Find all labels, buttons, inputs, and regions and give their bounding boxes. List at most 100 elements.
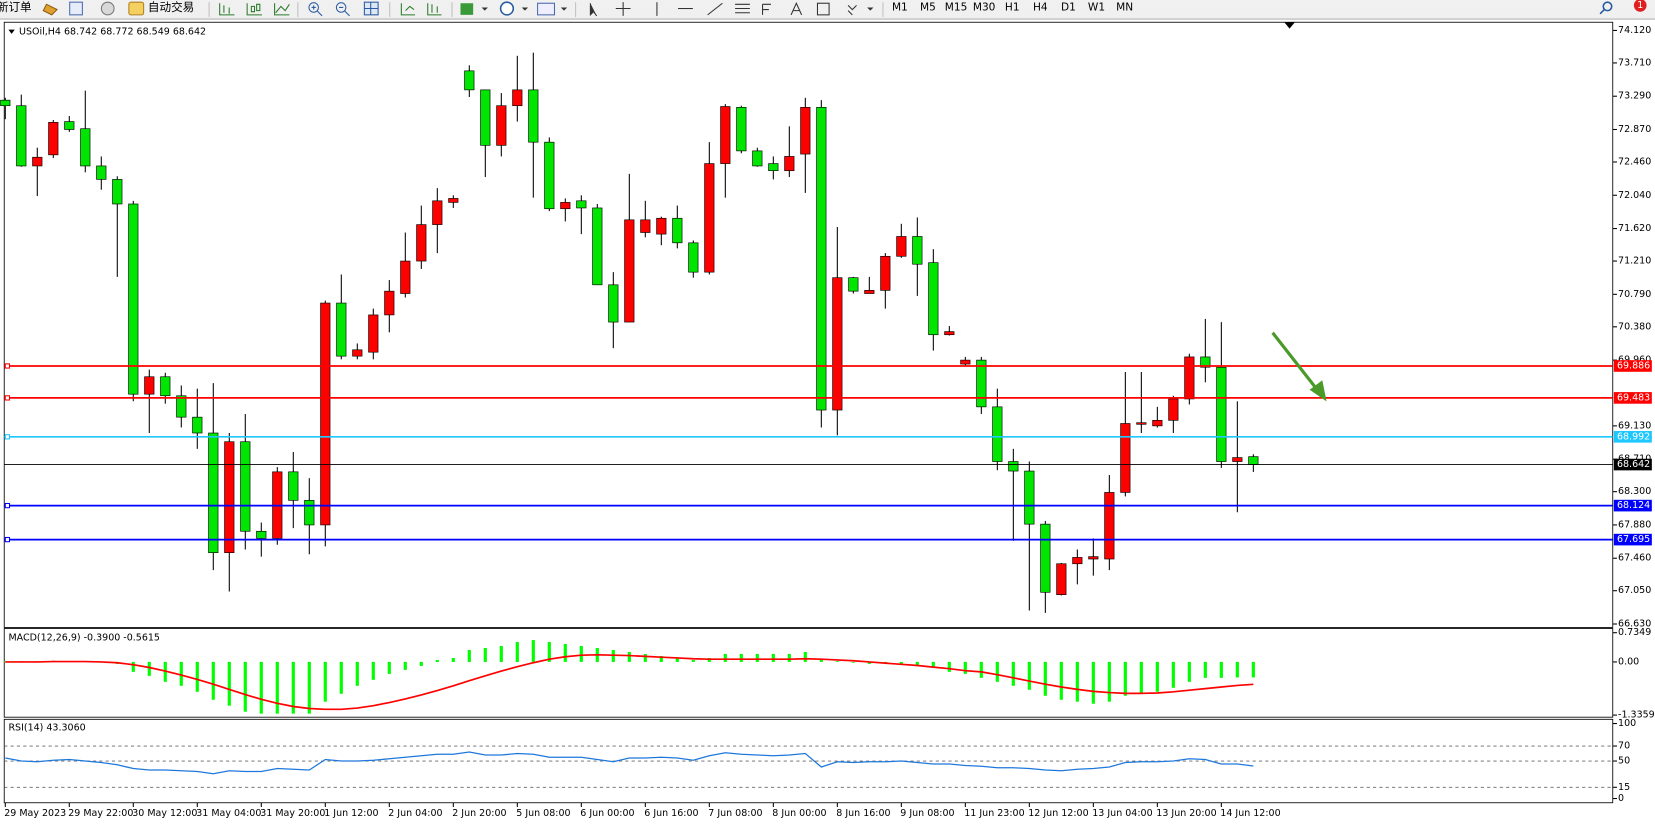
y-tick-label: 71.620 [1618, 223, 1651, 234]
chart-header: USOil,H4 68.742 68.772 68.549 68.642 [19, 26, 206, 37]
timeframe-button[interactable]: M5 [920, 1, 936, 13]
price-tag-label: 68.992 [1617, 431, 1650, 442]
dropdown[interactable] [560, 7, 568, 11]
zoom-icons[interactable] [308, 1, 379, 17]
macd-bar [787, 653, 791, 662]
icon[interactable] [69, 1, 83, 16]
candle-body [1040, 523, 1051, 593]
x-tick-label: 13 Jun 04:00 [1092, 808, 1152, 819]
x-tick-label: 29 May 22:00 [68, 808, 133, 819]
template-icon[interactable] [537, 2, 556, 16]
line-anchor[interactable] [4, 536, 11, 543]
candle-body [416, 224, 427, 262]
new-order-button[interactable]: 新订单 [0, 0, 32, 14]
x-tick-label: 6 Jun 00:00 [580, 808, 634, 819]
candle-body [1200, 356, 1211, 368]
macd-bar [819, 659, 823, 662]
line-anchor[interactable] [4, 502, 11, 509]
dropdown[interactable] [481, 7, 488, 11]
macd-bar [483, 648, 487, 662]
indicators-icon[interactable] [460, 3, 474, 15]
candle-body [864, 290, 875, 294]
last-open: 68.742 [64, 26, 97, 37]
price-tag-label: 68.642 [1617, 459, 1650, 470]
rsi-chart: 100 70 50 150 [4, 718, 1636, 804]
timeframe-button[interactable]: M30 [973, 1, 996, 13]
price-chart: 74.120 73.710 73.290 72.870 72.460 72.040 71.6… [0, 25, 1652, 629]
drawing-tools[interactable] [589, 1, 857, 17]
x-tick-label: 31 May 20:00 [260, 808, 325, 819]
last-low: 68.549 [137, 26, 170, 37]
x-tick-label: 13 Jun 20:00 [1156, 808, 1216, 819]
candle-body [32, 156, 43, 167]
candle-body [160, 376, 171, 397]
candle-body [784, 156, 795, 172]
chart-type-icons[interactable] [219, 3, 290, 16]
line-anchor[interactable] [4, 434, 11, 440]
price-tag [1613, 360, 1652, 372]
timeframe-button[interactable]: M15 [945, 1, 968, 13]
macd-bar [419, 661, 423, 666]
search-icon[interactable] [1599, 9, 1605, 15]
macd-bar [899, 661, 903, 664]
macd-bar [643, 653, 647, 662]
candle-body [0, 99, 11, 107]
candle-body [144, 376, 155, 395]
search-icon[interactable] [1602, 1, 1613, 12]
timeframe-button[interactable]: D1 [1061, 1, 1076, 13]
candle-body [240, 441, 251, 532]
y-tick-label: 100 [1618, 718, 1636, 729]
x-tick-label: 2 Jun 04:00 [388, 808, 442, 819]
macd-bar [1155, 661, 1159, 692]
macd-bar [1123, 661, 1127, 696]
icon[interactable] [100, 1, 115, 16]
candle-body [320, 302, 331, 526]
line-anchor[interactable] [4, 363, 11, 369]
timeframe-button[interactable]: H1 [1005, 1, 1020, 13]
candle-body [464, 70, 475, 91]
macd-bar [1075, 661, 1079, 702]
macd-bar [403, 661, 407, 670]
macd-bar [579, 646, 583, 662]
dropdown[interactable] [867, 7, 874, 11]
candle-body [64, 121, 75, 130]
timeframe-button[interactable]: H4 [1033, 1, 1048, 13]
y-tick-label: 70 [1618, 741, 1630, 752]
macd-bar [387, 661, 391, 674]
macd-bar [339, 661, 343, 694]
candle-body [336, 302, 347, 357]
candle-body [1152, 420, 1163, 427]
candle-body [992, 406, 1003, 462]
macd-bar [259, 661, 263, 714]
icon[interactable] [42, 3, 58, 16]
candle-body [256, 530, 267, 539]
scroll-icons[interactable] [400, 3, 442, 16]
badge-count: 1 [1637, 0, 1643, 11]
timeframe-button[interactable]: M1 [892, 1, 908, 13]
macd-bar [1059, 661, 1063, 700]
macd-bar [1043, 661, 1047, 696]
badge[interactable] [1633, 0, 1647, 12]
macd-bar [1027, 661, 1031, 690]
timeframe-button[interactable]: W1 [1088, 1, 1105, 13]
dropdown[interactable] [521, 7, 529, 11]
candle-body [752, 150, 763, 167]
chart-shift-marker[interactable] [1284, 22, 1295, 29]
macd-bar [675, 657, 679, 662]
period-icon[interactable] [499, 1, 515, 16]
candle-body [1136, 422, 1147, 425]
symbol-menu-arrow[interactable] [8, 29, 15, 34]
auto-trading-button[interactable]: 自动交易 [148, 0, 194, 14]
y-tick-label: 73.710 [1618, 57, 1651, 68]
icon[interactable] [128, 1, 145, 16]
timeframe-button[interactable]: MN [1116, 1, 1133, 13]
line-anchor[interactable] [4, 395, 11, 401]
candle-body [832, 277, 843, 411]
x-tick-label: 1 Jun 12:00 [324, 808, 378, 819]
macd-bar [1187, 661, 1191, 682]
price-tag-label: 69.886 [1617, 360, 1650, 371]
price-tag-label: 69.483 [1617, 392, 1650, 403]
macd-bar [1091, 661, 1095, 704]
candle-body [400, 260, 411, 294]
